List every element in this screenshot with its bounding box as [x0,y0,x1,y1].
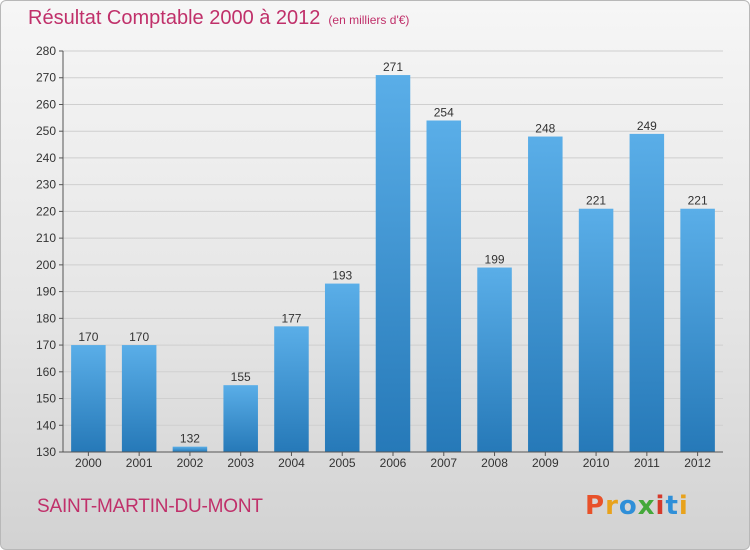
x-tick-label: 2002 [177,456,204,470]
bar-2011 [629,133,665,452]
data-label-2012: 221 [688,194,708,208]
data-label-2003: 155 [231,370,251,384]
y-tick-label: 280 [36,44,56,58]
x-tick-label: 2011 [634,456,660,470]
bar-2009 [528,136,563,452]
logo-letter: r [605,491,619,521]
y-tick-label: 240 [36,151,56,165]
chart-title-text: Résultat Comptable 2000 à 2012 [28,7,321,29]
bar-2008 [477,267,512,452]
bars: 170 170 132 155 177 193 271 254 199 248 221 249 221 [71,60,715,453]
x-tick-label: 2004 [278,456,305,470]
data-label-2006: 271 [383,60,403,74]
y-axis: 130 140 150 160 170 180 190 200 210 220 230 240 250 2… [36,44,64,459]
bar-2006 [375,75,411,452]
x-tick-label: 2003 [227,456,254,470]
data-label-2000: 170 [78,330,98,344]
y-tick-label: 130 [36,445,56,459]
bar-2004 [274,326,309,452]
data-label-2010: 221 [586,194,606,208]
bar-2001 [121,345,157,452]
chart-title: Résultat Comptable 2000 à 2012 (en millie… [28,7,409,30]
x-tick-label: 2009 [532,456,559,470]
x-tick-label: 2005 [329,456,356,470]
y-tick-label: 200 [36,258,56,272]
data-label-2007: 254 [434,106,454,120]
data-label-2011: 249 [637,119,657,133]
bar-2003 [223,385,258,452]
y-tick-label: 140 [36,418,56,432]
logo-letter: t [665,491,679,521]
y-tick-label: 210 [36,231,56,245]
data-label-2009: 248 [535,122,555,136]
logo-letter: P [585,491,606,521]
x-tick-label: 2008 [481,456,508,470]
bar-2002 [172,446,208,452]
x-axis: 2000 2001 2002 2003 2004 2005 2006 2007 2008 2009… [63,451,723,470]
logo-letter: x [637,491,656,521]
y-tick-label: 180 [36,311,56,325]
logo-letter: i [655,491,666,521]
chart-unit: (en milliers d'€) [328,13,410,27]
y-tick-label: 220 [36,204,56,218]
y-tick-label: 190 [36,285,56,299]
x-tick-label: 2001 [126,456,153,470]
data-label-2004: 177 [281,311,301,325]
data-label-2001: 170 [129,330,149,344]
y-tick-label: 250 [36,124,56,138]
bar-2005 [324,283,360,452]
bar-2000 [71,345,106,452]
commune-name: SAINT-MARTIN-DU-MONT [37,496,263,517]
proxiti-logo: Proxiti [585,491,689,521]
bar-2012 [680,208,715,452]
x-tick-label: 2012 [684,456,711,470]
x-tick-label: 2000 [75,456,102,470]
y-tick-label: 170 [36,338,56,352]
x-tick-label: 2010 [583,456,610,470]
bar-2010 [578,208,614,452]
y-tick-label: 150 [36,392,56,406]
y-tick-label: 270 [36,71,56,85]
data-label-2008: 199 [485,253,505,267]
logo-letter: i [678,491,689,521]
bar-2007 [426,120,462,453]
y-tick-label: 230 [36,178,56,192]
data-label-2002: 132 [180,432,200,446]
logo-letter: o [618,491,638,521]
y-tick-label: 260 [36,97,56,111]
data-label-2005: 193 [332,269,352,283]
y-tick-label: 160 [36,365,56,379]
x-tick-label: 2006 [380,456,407,470]
x-tick-label: 2007 [430,456,457,470]
